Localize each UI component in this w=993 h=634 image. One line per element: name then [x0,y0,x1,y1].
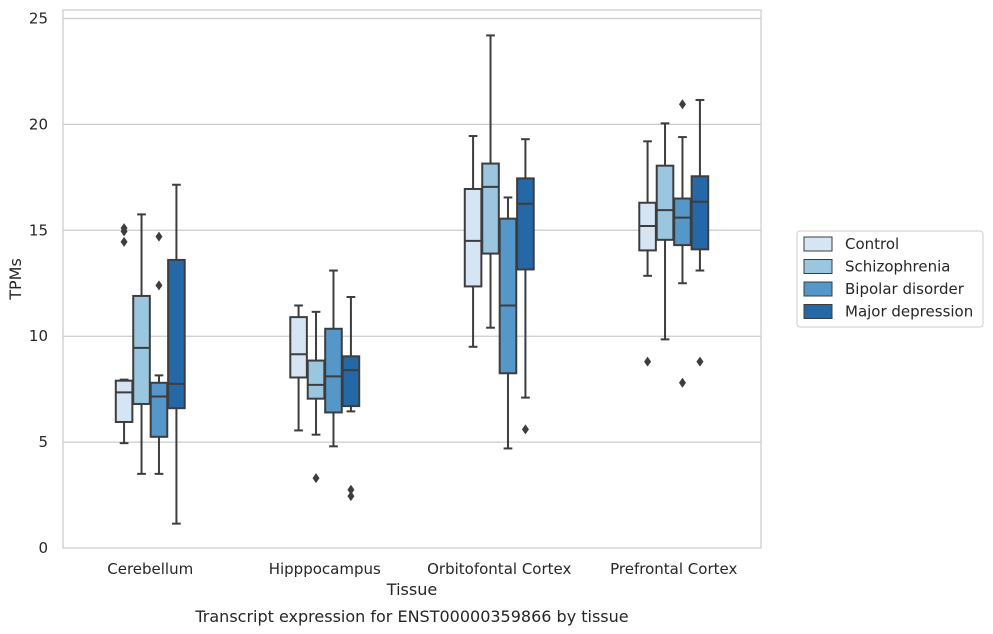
outlier-point [155,280,163,291]
box-iqr [149,381,169,438]
legend-swatch [803,236,833,252]
box-iqr [167,258,186,410]
box-plot-item [516,138,535,435]
box-plot-item [463,135,483,348]
figure-caption: Transcript expression for ENST0000035986… [194,607,628,626]
box-iqr [289,316,308,379]
box-plot-item [341,296,361,502]
box-plot-item [481,34,500,329]
box-iqr [498,217,518,375]
plot-area-frame [62,9,762,549]
box-iqr [690,175,710,251]
box-plot-item [655,122,675,341]
x-tick-label: Hipppocampus [269,560,381,578]
box-plot-item [114,223,134,445]
box-iqr [655,164,675,241]
outlier-point [120,223,128,234]
outlier-point [155,231,163,242]
box-iqr [324,327,343,414]
box-plot-item [167,183,186,525]
legend-swatch [803,304,833,319]
outlier-point [696,356,704,367]
legend-swatch [803,281,833,297]
legend-label: Schizophrenia [845,258,950,276]
box-plot-item [149,231,169,475]
legend: Control Schizophrenia Bipolar disorder Majo… [796,230,984,328]
legend-label: Control [845,235,899,253]
box-iqr [341,355,361,408]
box-iqr [114,379,134,423]
box-iqr [481,162,500,255]
box-plot-item [132,213,151,475]
y-tick-labels: 0 5 10 15 20 25 [29,9,48,557]
box-plot-item [306,310,326,484]
legend-label: Bipolar disorder [845,280,965,298]
y-tick-label: 20 [29,115,48,133]
box-plot-item [673,99,692,388]
outlier-point [644,356,652,367]
x-tick-label: Cerebellum [107,560,193,578]
box-iqr [306,359,326,400]
box-iqr [463,187,483,288]
box-iqr [516,177,535,271]
x-axis-title: Tissue [386,580,437,599]
box-iqr [132,294,151,405]
y-tick-label: 25 [29,9,48,27]
outlier-point [521,424,529,435]
box-plot-item [690,99,710,367]
y-axis-title: TPMs [6,258,25,301]
x-tick-label: Orbitofontal Cortex [427,560,571,578]
y-tick-label: 0 [38,539,48,557]
legend-label: Major depression [845,303,973,321]
outlier-point [120,236,128,247]
outlier-point [347,491,355,502]
legend-swatch [803,259,833,274]
x-tick-labels: Cerebellum Hipppocampus Orbitofontal Corte… [107,560,737,578]
box-plot-item [289,304,308,432]
box-iqr [673,197,692,247]
boxes-layer [114,34,710,525]
x-tick-label: Prefrontal Cortex [610,560,737,578]
box-plot-item [324,269,343,448]
y-tick-label: 5 [38,433,48,451]
box-plot-item [498,196,518,450]
outlier-point [347,484,355,495]
y-tick-label: 15 [29,221,48,239]
outlier-point [312,473,320,484]
outlier-point [678,377,686,388]
box-plot-item [638,140,657,367]
y-tick-label: 10 [29,327,48,345]
legend-frame [796,230,984,328]
outlier-point [678,99,686,110]
